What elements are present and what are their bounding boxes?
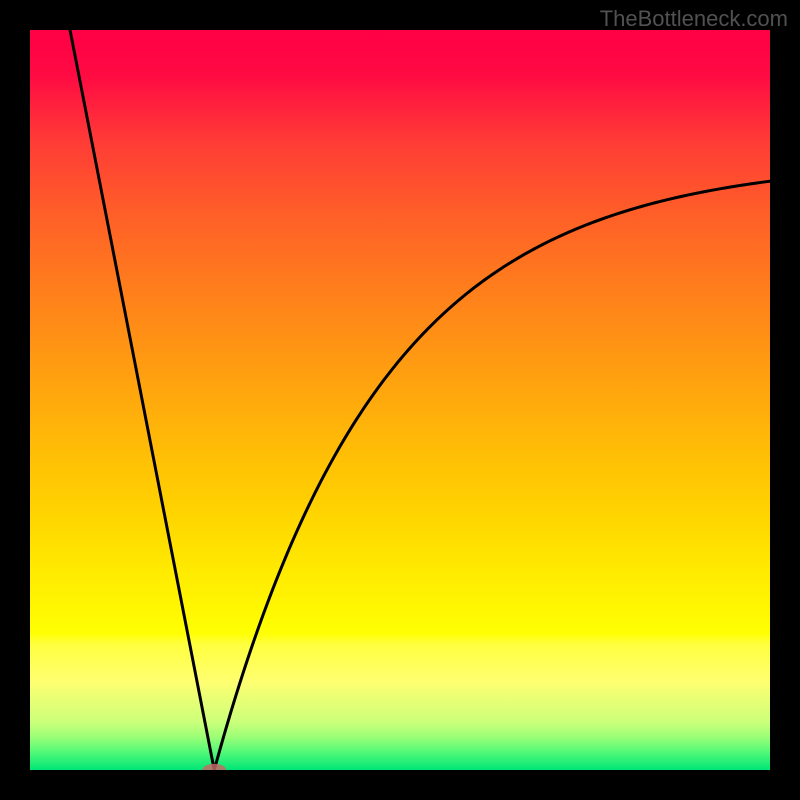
bottleneck-chart bbox=[0, 0, 800, 800]
chart-container: TheBottleneck.com bbox=[0, 0, 800, 800]
watermark-text: TheBottleneck.com bbox=[600, 6, 788, 32]
